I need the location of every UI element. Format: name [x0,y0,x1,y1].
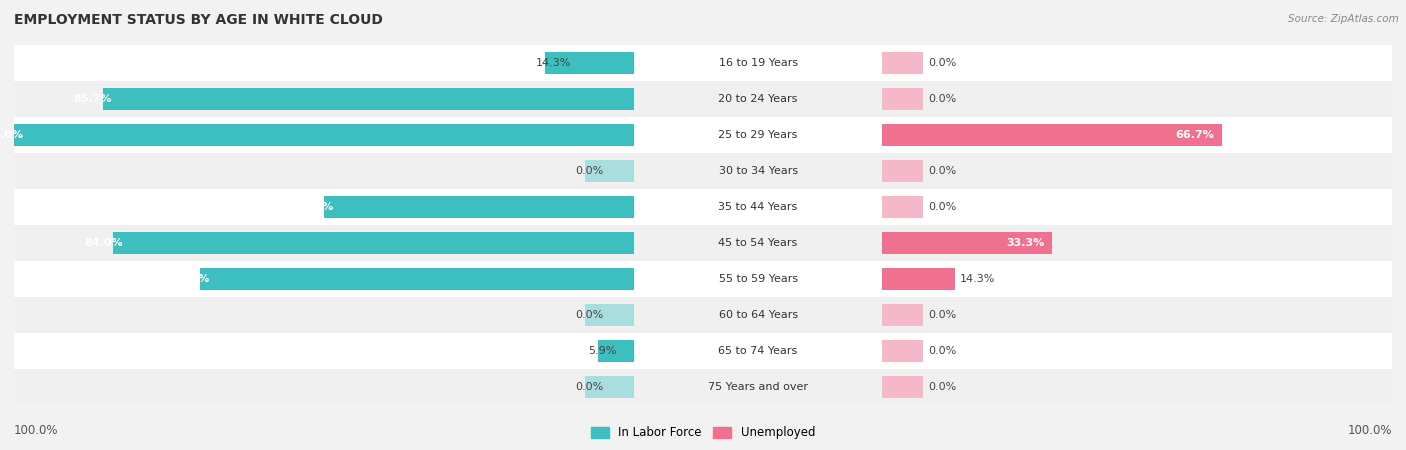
Text: 45 to 54 Years: 45 to 54 Years [718,238,797,248]
Bar [585,376,634,398]
Bar [0,297,1406,333]
Bar [0,45,1406,81]
Text: 16 to 19 Years: 16 to 19 Years [718,58,797,68]
Bar [0,225,1406,261]
Bar [0,81,1406,117]
Bar [0,333,1406,369]
Bar [0,369,1406,405]
Text: 0.0%: 0.0% [575,382,603,392]
Bar [882,88,922,110]
Text: 0.0%: 0.0% [928,346,956,356]
Bar [103,88,634,110]
Text: 100.0%: 100.0% [1347,423,1392,436]
Bar [14,124,634,146]
Text: 0.0%: 0.0% [928,382,956,392]
Text: 5.9%: 5.9% [588,346,617,356]
Bar [0,189,1406,225]
Bar [0,81,1406,117]
Text: 14.3%: 14.3% [960,274,995,284]
Text: 20 to 24 Years: 20 to 24 Years [718,94,797,104]
Bar [0,189,1406,225]
Text: 100.0%: 100.0% [14,423,59,436]
Text: 70.0%: 70.0% [172,274,209,284]
Bar [882,52,922,74]
Text: 84.0%: 84.0% [84,238,122,248]
Bar [882,340,922,362]
Text: 0.0%: 0.0% [928,58,956,68]
Bar [882,160,922,182]
Text: 33.3%: 33.3% [1007,238,1045,248]
Bar [585,304,634,326]
Bar [0,153,1406,189]
Text: 0.0%: 0.0% [928,94,956,104]
Bar [0,117,1406,153]
Bar [200,268,634,290]
Bar [882,376,922,398]
Bar [0,225,1406,261]
Bar [882,124,1222,146]
Text: 75 Years and over: 75 Years and over [709,382,808,392]
Bar [0,189,1406,225]
Bar [598,340,634,362]
Bar [323,196,634,218]
Text: 0.0%: 0.0% [928,202,956,212]
Text: 55 to 59 Years: 55 to 59 Years [718,274,797,284]
Bar [114,232,634,254]
Text: Source: ZipAtlas.com: Source: ZipAtlas.com [1288,14,1399,23]
Text: 85.7%: 85.7% [73,94,112,104]
Bar [0,297,1406,333]
Bar [0,261,1406,297]
Text: 35 to 44 Years: 35 to 44 Years [718,202,797,212]
Bar [546,52,634,74]
Bar [882,232,1052,254]
Text: EMPLOYMENT STATUS BY AGE IN WHITE CLOUD: EMPLOYMENT STATUS BY AGE IN WHITE CLOUD [14,14,382,27]
Text: 100.0%: 100.0% [0,130,24,140]
Text: 0.0%: 0.0% [575,310,603,320]
Bar [0,333,1406,369]
Bar [882,268,955,290]
Bar [0,333,1406,369]
Bar [0,261,1406,297]
Text: 65 to 74 Years: 65 to 74 Years [718,346,797,356]
Bar [0,225,1406,261]
Bar [0,45,1406,81]
Bar [0,369,1406,405]
Bar [0,81,1406,117]
Bar [0,45,1406,81]
Legend: In Labor Force, Unemployed: In Labor Force, Unemployed [586,422,820,444]
Bar [0,153,1406,189]
Bar [0,369,1406,405]
Text: 50.0%: 50.0% [295,202,333,212]
Bar [0,153,1406,189]
Text: 0.0%: 0.0% [575,166,603,176]
Text: 66.7%: 66.7% [1175,130,1215,140]
Bar [0,297,1406,333]
Text: 25 to 29 Years: 25 to 29 Years [718,130,797,140]
Text: 60 to 64 Years: 60 to 64 Years [718,310,797,320]
Text: 0.0%: 0.0% [928,310,956,320]
Text: 14.3%: 14.3% [536,58,571,68]
Bar [882,196,922,218]
Bar [585,160,634,182]
Bar [0,261,1406,297]
Text: 0.0%: 0.0% [928,166,956,176]
Bar [0,117,1406,153]
Bar [882,304,922,326]
Text: 30 to 34 Years: 30 to 34 Years [718,166,797,176]
Bar [0,117,1406,153]
